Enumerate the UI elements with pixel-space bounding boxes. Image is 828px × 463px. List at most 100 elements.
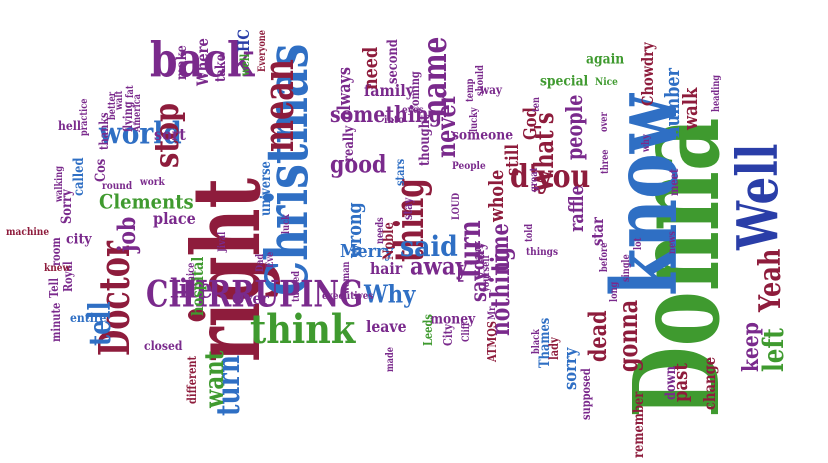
cloud-word-think: think xyxy=(250,306,356,354)
cloud-word-something: something xyxy=(330,101,443,128)
cloud-word-ten: ten xyxy=(531,97,542,112)
cloud-word-work: work xyxy=(140,176,165,188)
cloud-word-jival: Jival xyxy=(217,231,228,252)
cloud-word-d-you: d'you xyxy=(510,156,591,195)
cloud-word-tell: Tell xyxy=(47,278,61,298)
cloud-word-well: well xyxy=(238,53,252,76)
cloud-word-make: make xyxy=(174,45,190,80)
cloud-word-different: different xyxy=(185,355,199,404)
cloud-word-before: before xyxy=(599,242,610,272)
cloud-word-nice: Nice xyxy=(595,76,618,88)
cloud-word-eyes: eyes xyxy=(402,104,424,116)
cloud-word-room: room xyxy=(49,237,63,266)
cloud-word-america: America xyxy=(132,93,143,132)
cloud-word-keep: keep xyxy=(738,322,764,372)
cloud-word-over: Over xyxy=(232,288,269,308)
cloud-word-way: way xyxy=(480,83,503,98)
cloud-word-cos: Cos xyxy=(93,158,109,182)
cloud-word-made: made xyxy=(385,347,396,372)
cloud-word-lot: lot xyxy=(633,237,644,250)
cloud-word-told: told xyxy=(524,223,535,242)
cloud-word-minute: minute xyxy=(49,302,63,342)
cloud-word-back: back xyxy=(150,32,255,89)
cloud-word-change: change xyxy=(700,356,719,410)
cloud-word-world: world xyxy=(99,116,182,152)
cloud-word-meet: meet xyxy=(667,168,681,196)
cloud-word-clements: Clements xyxy=(99,189,194,214)
cloud-word-heading: heading xyxy=(711,74,722,112)
cloud-word-god: God xyxy=(520,107,541,140)
cloud-word-city: City xyxy=(441,324,455,346)
cloud-word-lady: lady xyxy=(547,337,561,360)
cloud-word-any: any xyxy=(473,243,484,260)
cloud-word-should: should xyxy=(475,65,486,96)
cloud-word-leeds: Leeds xyxy=(421,314,435,346)
cloud-word-want: want xyxy=(200,350,230,408)
cloud-word-loud: LOUD xyxy=(451,192,462,220)
cloud-word-everyone: Everyone xyxy=(257,30,268,72)
cloud-word-well: Well xyxy=(725,143,791,250)
cloud-word-entire: entire xyxy=(70,311,107,326)
cloud-word-someone: someone xyxy=(452,127,514,144)
cloud-word-stay: stay xyxy=(401,197,415,220)
cloud-word-practice: practice xyxy=(79,98,90,136)
cloud-word-always: always xyxy=(334,66,355,120)
cloud-word-family: family xyxy=(364,80,415,100)
cloud-word-good: good xyxy=(330,149,387,179)
cloud-word-knew: knew xyxy=(44,262,71,274)
cloud-word-place: place xyxy=(153,208,196,228)
cloud-word-things: things xyxy=(526,246,559,258)
cloud-word-into: into xyxy=(384,114,405,126)
cloud-word-single: single xyxy=(621,254,632,282)
cloud-word-need: need xyxy=(358,46,382,90)
cloud-word-closed: closed xyxy=(144,339,183,354)
cloud-word-eve: Eve xyxy=(265,251,276,268)
cloud-word-yeah: Yeah xyxy=(753,248,788,312)
cloud-word-again: again xyxy=(586,51,625,68)
cloud-word-over: over xyxy=(599,112,610,132)
cloud-word-people: People xyxy=(452,160,486,172)
cloud-word-stars: stars xyxy=(393,158,407,186)
cloud-word-leave: leave xyxy=(366,316,407,336)
cloud-word-great: great xyxy=(529,167,540,192)
cloud-word-sort: sort xyxy=(154,124,186,144)
cloud-word-hell: hell xyxy=(58,119,81,134)
cloud-word-said: said xyxy=(400,230,458,264)
cloud-word-special: special xyxy=(540,73,589,90)
cloud-word-sorry: sorry xyxy=(560,347,581,390)
cloud-word-machine: machine xyxy=(6,226,50,238)
cloud-word-job: job xyxy=(112,216,141,252)
cloud-word-woman: woman xyxy=(341,261,352,294)
cloud-word-where: Where xyxy=(193,38,212,86)
cloud-word-hc: HC xyxy=(234,29,253,52)
cloud-word-executives: executives xyxy=(322,290,374,302)
cloud-word-long: long xyxy=(609,281,620,302)
cloud-word-atmos: ATMOS xyxy=(485,321,499,362)
cloud-word-thought: thought xyxy=(417,114,433,166)
cloud-word-merry: Merry xyxy=(340,241,394,263)
cloud-word-dead: dead xyxy=(583,310,612,362)
cloud-word-luck: luck xyxy=(281,214,292,234)
cloud-word-cliff: Cliff xyxy=(461,322,472,342)
cloud-word-really: really xyxy=(341,125,357,162)
cloud-word-second: second xyxy=(385,39,401,84)
cloud-word-called: called xyxy=(71,157,87,196)
cloud-word-left: left xyxy=(757,328,790,372)
cloud-word-why: Why xyxy=(364,279,416,309)
cloud-word-down: down xyxy=(663,366,679,400)
cloud-word-life: life xyxy=(170,274,213,305)
cloud-word-take: take xyxy=(213,53,229,82)
cloud-word-universe: universe xyxy=(258,161,274,216)
cloud-word-walking: walking xyxy=(54,166,65,202)
cloud-word-turned: turned xyxy=(291,271,302,302)
cloud-word-three: three xyxy=(600,149,611,174)
cloud-word-dad: Dad xyxy=(255,253,266,272)
cloud-word-city: city xyxy=(66,231,92,248)
cloud-word-round: round xyxy=(102,180,133,192)
cloud-word-away: away xyxy=(410,251,468,281)
cloud-word-lucky: lucky xyxy=(469,107,480,132)
cloud-word-money: money xyxy=(430,311,476,328)
cloud-word-still: still xyxy=(502,144,523,176)
cloud-word-mean: mean xyxy=(254,59,303,152)
